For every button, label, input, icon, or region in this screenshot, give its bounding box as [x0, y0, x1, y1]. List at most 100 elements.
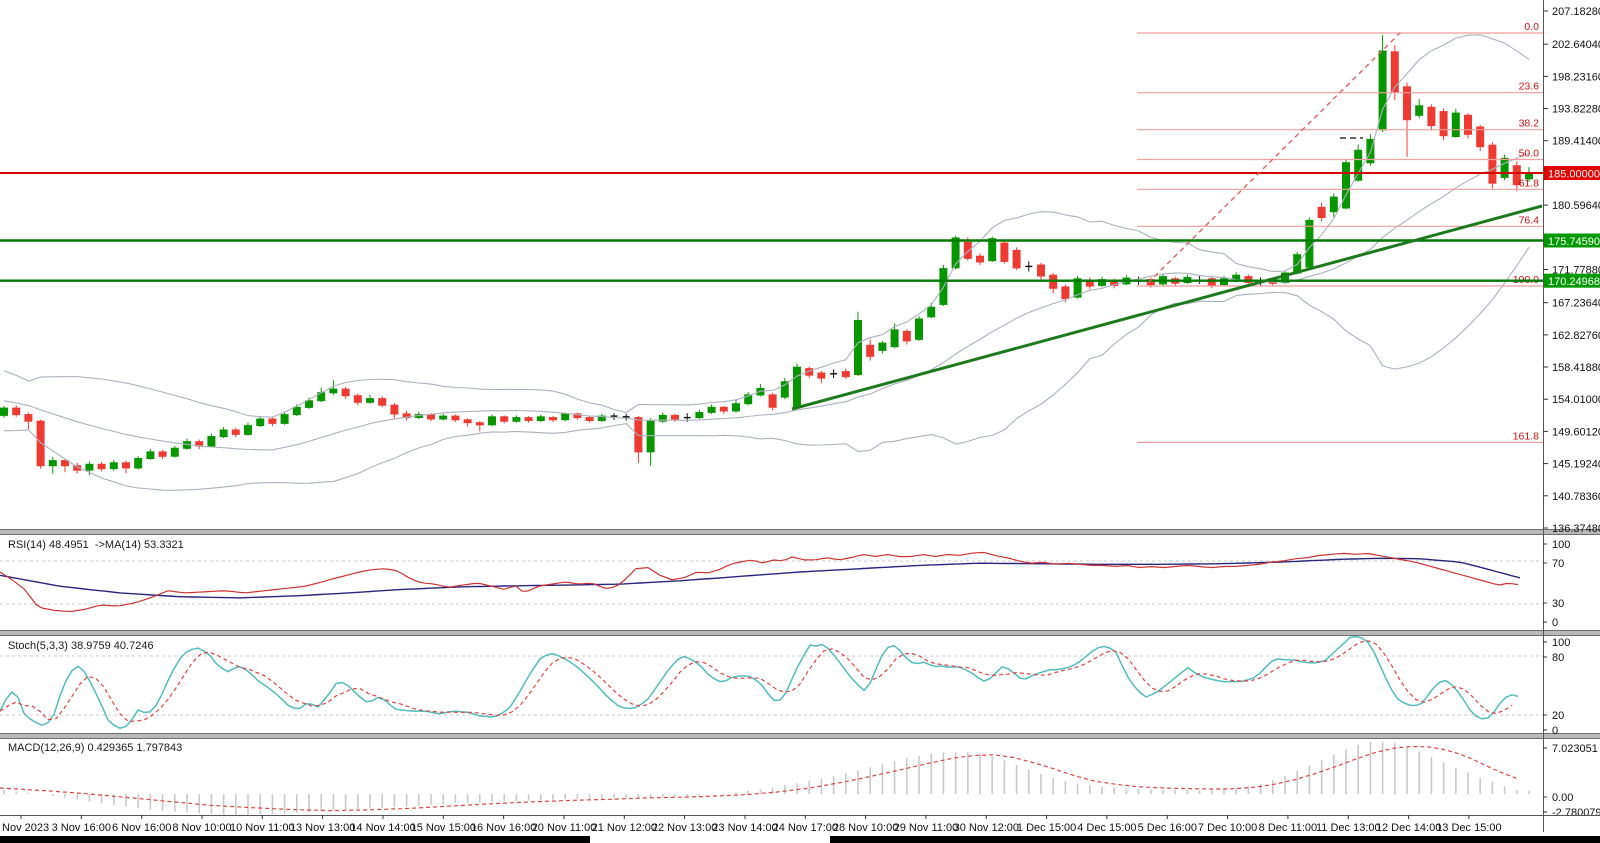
candlestick — [1451, 108, 1460, 138]
candlestick — [268, 416, 277, 427]
price-axis-label: 140.78360 — [1552, 491, 1600, 503]
price-tag-label: 175.74590 — [1548, 236, 1600, 248]
candlestick — [1000, 240, 1009, 264]
macd-scale-label: -2.780079 — [1552, 807, 1600, 819]
candlestick — [1390, 45, 1399, 100]
candlestick — [48, 457, 57, 474]
rsi-scale-label: 0 — [1552, 617, 1558, 629]
candlestick — [597, 413, 606, 422]
horizontal-price-lines[interactable] — [0, 172, 1543, 282]
rsi-scale-label: 70 — [1552, 558, 1564, 570]
bollinger-middle-band — [3, 152, 1530, 451]
candlestick — [719, 405, 728, 414]
candlestick — [1500, 154, 1509, 181]
time-axis-label: 15 Nov 15:00 — [411, 822, 476, 834]
candlestick — [244, 422, 252, 436]
candlestick — [97, 462, 106, 472]
time-axis-label: 16 Nov 16:00 — [471, 822, 536, 834]
candlestick — [61, 458, 69, 473]
candlestick — [195, 439, 204, 449]
rsi-scale-label: 100 — [1552, 539, 1570, 551]
candlestick — [1415, 99, 1424, 119]
panel-separators[interactable] — [0, 529, 1600, 739]
time-axis-label: 11 Dec 13:00 — [1316, 822, 1381, 834]
price-axis-label: 207.18280 — [1552, 6, 1600, 18]
candlestick — [122, 460, 130, 474]
candlestick — [463, 418, 472, 427]
candlestick — [0, 405, 8, 418]
candlestick — [830, 369, 838, 379]
trendlines[interactable] — [791, 32, 1543, 411]
candlestick — [707, 404, 716, 414]
candlestick-series — [0, 35, 1533, 476]
fib-label: 161.8 — [1513, 430, 1539, 442]
time-axis-label: 3 Nov 16:00 — [52, 822, 111, 834]
candlestick — [207, 433, 216, 448]
time-axis-label: 13 Dec 15:00 — [1436, 822, 1501, 834]
fib-label: 0.0 — [1524, 21, 1539, 33]
candlestick — [1049, 273, 1058, 294]
price-axis-label: 136.37480 — [1552, 523, 1600, 535]
candlestick — [109, 459, 118, 471]
candlestick — [1427, 104, 1436, 131]
price-axis-label: 189.41400 — [1552, 136, 1600, 148]
time-axis-label: 24 Nov 17:00 — [773, 822, 838, 834]
price-axis-label: 158.41880 — [1552, 362, 1600, 374]
panel-resize-handle[interactable] — [0, 630, 1600, 636]
price-axis[interactable]: 207.18280 202.64040 198.23160 193.82280 189.… — [1543, 0, 1600, 832]
fib-label: 76.4 — [1519, 214, 1540, 226]
rsi-ma-line — [0, 557, 1521, 599]
candlestick — [475, 421, 484, 432]
price-axis-label: 202.64040 — [1552, 39, 1600, 51]
fib-label: 38.2 — [1519, 118, 1540, 130]
candlestick — [366, 394, 374, 404]
time-axis-label: 10 Nov 11:00 — [230, 822, 295, 834]
candlestick — [744, 392, 753, 406]
time-axis-label: 14 Nov 14:00 — [350, 822, 415, 834]
candlestick — [854, 311, 862, 376]
time-axis-label: 22 Nov 13:00 — [652, 822, 717, 834]
macd-signal-line — [0, 745, 1520, 812]
time-axis-label: 8 Nov 10:00 — [172, 822, 231, 834]
bollinger-upper-band — [3, 34, 1530, 418]
bollinger-bands — [3, 34, 1530, 491]
candlestick — [878, 340, 887, 354]
candlestick — [439, 413, 448, 421]
candlestick — [146, 449, 155, 460]
price-tag — [1544, 273, 1600, 288]
panel-resize-handle[interactable] — [0, 529, 1600, 535]
green-support-trendline[interactable] — [791, 204, 1543, 411]
price-tag-label: 185.00000 — [1548, 169, 1600, 181]
panel-resize-handle[interactable] — [0, 733, 1600, 739]
candlestick — [780, 378, 789, 400]
candlestick — [561, 412, 570, 422]
candlestick — [549, 416, 557, 422]
candlestick — [134, 456, 143, 470]
bollinger-lower-band — [3, 246, 1530, 491]
time-axis-label: 29 Nov 11:00 — [894, 822, 959, 834]
time-axis-label: 6 Nov 16:00 — [112, 822, 171, 834]
candlestick — [378, 396, 387, 408]
macd-panel — [0, 741, 1530, 815]
candlestick — [1488, 142, 1497, 189]
time-axis-label: 20 Nov 11:00 — [532, 822, 597, 834]
candlestick — [36, 419, 45, 469]
candlestick — [634, 416, 643, 463]
candlestick — [329, 380, 338, 395]
time-axis-label: 30 Nov 12:00 — [954, 822, 1019, 834]
time-axis-label: 21 Nov 12:00 — [592, 822, 657, 834]
time-axis-label: 12 Dec 14:00 — [1376, 822, 1441, 834]
candlestick — [890, 323, 899, 349]
candlestick — [488, 414, 496, 427]
candlestick — [1025, 261, 1033, 272]
candlestick — [1085, 277, 1094, 290]
candlestick — [768, 392, 777, 411]
macd-scale-label: 7.023051 — [1552, 743, 1598, 755]
fib-label: 61.8 — [1519, 177, 1540, 189]
stoch-k-line — [0, 636, 1519, 730]
fibonacci-retracement[interactable]: 0.023.638.250.061.876.4100.0161.8 — [1137, 21, 1543, 443]
time-axis-label: 1 Dec 15:00 — [1017, 822, 1076, 834]
time-axis-label: 4 Dec 15:00 — [1077, 822, 1136, 834]
